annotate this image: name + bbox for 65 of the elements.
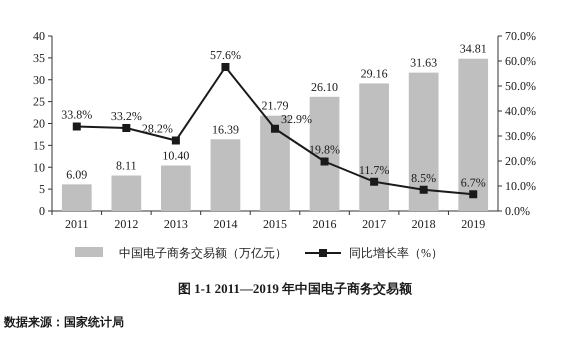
bar — [111, 176, 142, 211]
x-tick-label: 2018 — [412, 217, 436, 231]
bar — [161, 166, 191, 211]
y-tick-label: 20 — [33, 116, 45, 130]
data-label: 31.63 — [410, 56, 438, 70]
x-tick-label: 2011 — [64, 217, 89, 231]
x-tick-label: 2012 — [114, 217, 138, 231]
point — [370, 178, 378, 186]
y-tick-label: 0 — [39, 204, 45, 218]
y2-tick-label: 0.0% — [505, 204, 530, 218]
bar — [408, 72, 439, 211]
data-label: 34.81 — [460, 42, 487, 56]
x-tick-label: 2015 — [263, 217, 287, 231]
data-label: 6.7% — [460, 175, 486, 190]
data-label: 29.16 — [360, 66, 388, 80]
y2-tick-label: 30.0% — [505, 129, 536, 143]
y-tick-label: 25 — [33, 94, 45, 109]
y-tick-label: 40 — [33, 29, 45, 43]
data-label: 28.2% — [142, 122, 173, 136]
x-tick-label: 2019 — [461, 217, 486, 231]
data-label: 26.10 — [311, 80, 338, 94]
point — [320, 158, 329, 166]
data-label: 21.79 — [262, 98, 288, 113]
y2-tick-label: 60.0% — [505, 54, 536, 68]
bar — [310, 96, 340, 211]
data-label: 11.7% — [358, 162, 390, 177]
legend-label: 中国电子商务交易额（万亿元） — [119, 246, 287, 260]
point — [72, 122, 81, 130]
point — [221, 63, 230, 71]
y2-tick-label: 50.0% — [505, 79, 536, 93]
y2-tick-label: 20.0% — [505, 154, 536, 168]
y-tick-label: 30 — [33, 72, 45, 87]
bar — [359, 83, 389, 211]
point — [122, 124, 130, 132]
point — [420, 186, 428, 194]
y2-tick-label: 70.0% — [505, 29, 536, 43]
data-label: 8.11 — [116, 158, 137, 173]
y-tick-label: 35 — [33, 50, 45, 65]
x-tick-label: 2014 — [213, 217, 238, 231]
data-label: 8.5% — [411, 170, 436, 185]
text: 图 1-1 2011—2019 年中国电子商务交易额 — [178, 281, 414, 296]
point — [172, 136, 180, 144]
y2-tick-label: 40.0% — [505, 104, 536, 118]
source-note: 数据来源：国家统计局 — [3, 315, 124, 329]
data-label: 19.8% — [309, 142, 340, 156]
data-label: 33.8% — [61, 108, 92, 122]
bar — [62, 184, 92, 211]
legend-label: 同比增长率（%） — [349, 246, 443, 260]
data-label: 32.9% — [281, 112, 312, 126]
data-label: 6.09 — [66, 167, 88, 182]
point — [271, 124, 279, 133]
x-tick-label: 2013 — [164, 217, 188, 231]
x-tick-label: 2016 — [312, 217, 337, 231]
data-label: 16.39 — [212, 122, 239, 136]
data-label: 57.6% — [210, 48, 241, 62]
x-tick-label: 2017 — [362, 217, 386, 231]
y2-tick-label: 10.0% — [505, 179, 536, 193]
y-tick-label: 15 — [33, 138, 45, 152]
y-tick-label: 5 — [39, 182, 45, 196]
y-tick-label: 10 — [33, 160, 45, 174]
data-label: 33.2% — [110, 109, 142, 123]
bar — [210, 139, 240, 211]
data-label: 10.40 — [162, 148, 190, 162]
point — [469, 190, 478, 198]
bar — [458, 58, 488, 211]
